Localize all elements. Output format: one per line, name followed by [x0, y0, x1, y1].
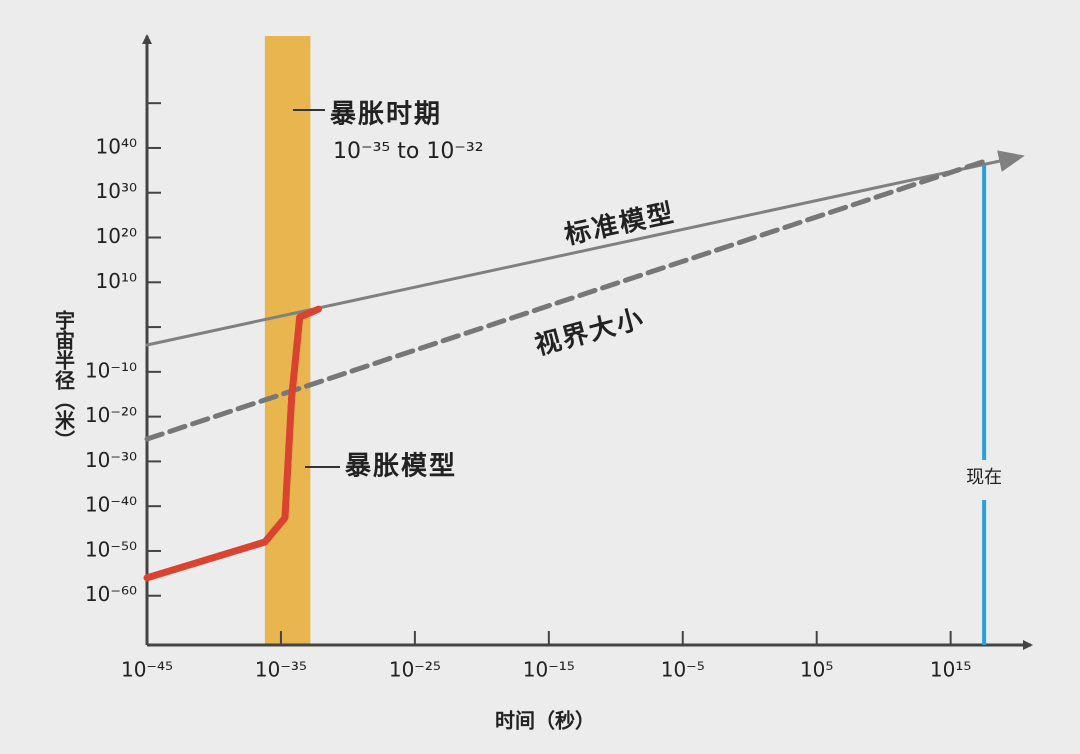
- y-tick-label: 10²⁰: [96, 224, 137, 248]
- y-tick-label: 10⁻³⁰: [85, 448, 137, 472]
- now-label: 现在: [966, 467, 1002, 488]
- y-tick-label: 10⁻⁴⁰: [85, 493, 137, 517]
- y-tick-label: 10⁻⁵⁰: [85, 537, 137, 561]
- y-axis-title: 宇宙半径（米）: [52, 309, 76, 450]
- x-tick-label: 10⁻⁴⁵: [121, 658, 173, 682]
- x-axis-title: 时间（秒）: [495, 709, 595, 733]
- x-tick-label: 10⁻³⁵: [255, 658, 307, 682]
- y-tick-label: 10⁻²⁰: [85, 403, 137, 427]
- series-line: [145, 150, 1025, 347]
- series-line: [144, 158, 987, 442]
- x-tick-label: 10⁻²⁵: [389, 658, 441, 682]
- inflation-band: [264, 36, 311, 645]
- y-tick-label: 10³⁰: [96, 179, 137, 203]
- y-tick-label: 10¹⁰: [96, 269, 137, 293]
- x-tick-label: 10⁻⁵: [661, 658, 705, 682]
- x-tick-label: 10⁵: [800, 658, 833, 682]
- series-line: [143, 305, 322, 582]
- y-tick-label: 10⁻⁶⁰: [85, 582, 137, 606]
- y-tick-label: 10⁴⁰: [96, 134, 137, 158]
- x-tick-label: 10⁻¹⁵: [523, 658, 575, 682]
- series-label: 视界大小: [532, 304, 648, 362]
- band-label: 暴胀时期: [330, 100, 442, 130]
- band-range: 10⁻³⁵ to 10⁻³²: [333, 139, 484, 164]
- series-label: 暴胀模型: [345, 452, 457, 482]
- y-tick-label: 10⁻¹⁰: [85, 358, 137, 382]
- x-tick-label: 10¹⁵: [930, 658, 971, 682]
